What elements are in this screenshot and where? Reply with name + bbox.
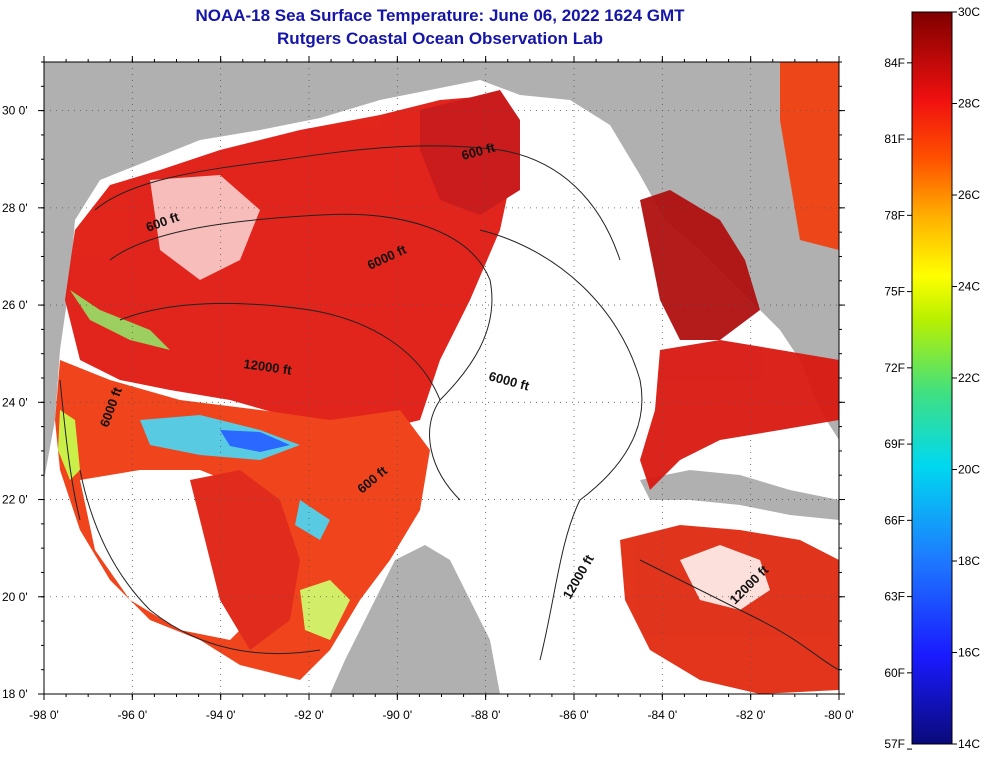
y-tick-label: 28 0' [2,201,28,215]
bathymetry-contours [59,145,839,671]
x-tick-label: -84 0' [648,708,678,722]
cuba-land [640,470,839,520]
map-subtitle: Rutgers Coastal Ocean Observation Lab [277,29,603,48]
x-tick-label: -98 0' [29,708,59,722]
colorbar-c-label: 16C [958,646,980,660]
colorbar-c-label: 28C [958,97,980,111]
colorbar-f-label: 81F [884,132,905,146]
yucatan-land [330,545,500,694]
colorbar-fahrenheit-labels: 84F 81F 78F 75F 72F 69F 66F 63F 60F 57F [884,56,912,751]
colorbar-c-label: 22C [958,371,980,385]
y-tick-label: 18 0' [2,687,28,701]
sst-patches [55,62,839,694]
colorbar-c-label: 18C [958,554,980,568]
colorbar-c-label: 20C [958,463,980,477]
x-tick-label: -90 0' [383,708,413,722]
colorbar-c-label: 26C [958,188,980,202]
y-tick-label: 24 0' [2,395,28,409]
map-title: NOAA-18 Sea Surface Temperature: June 06… [195,6,685,25]
colorbar-c-label: 30C [958,5,980,19]
x-tick-label: -92 0' [294,708,324,722]
colorbar-celsius-labels: 30C 28C 26C 24C 22C 20C 18C 16C 14C [952,5,980,751]
longitude-axis: -98 0' -96 0' -94 0' -92 0' -90 0' -88 0' -86 … [29,56,854,722]
y-tick-label: 30 0' [2,104,28,118]
y-tick-label: 26 0' [2,298,28,312]
latitude-axis: 30 0' 28 0' 26 0' 24 0' 22 0' 20 0' 18 0' [2,61,845,701]
x-tick-label: -82 0' [736,708,766,722]
colorbar-f-label: 84F [884,56,905,70]
y-tick-label: 20 0' [2,590,28,604]
colorbar-f-label: 60F [884,666,905,680]
x-tick-label: -88 0' [471,708,501,722]
colorbar-c-label: 24C [958,280,980,294]
colorbar-f-label: 78F [884,208,905,222]
colorbar [911,11,953,745]
colorbar-f-label: 57F [884,737,905,751]
grid [44,62,839,694]
colorbar-f-label: 72F [884,361,905,375]
colorbar-f-label: 66F [884,513,905,527]
colorbar-f-label: 63F [884,590,905,604]
x-tick-label: -94 0' [206,708,236,722]
y-tick-label: 22 0' [2,493,28,507]
colorbar-c-label: 14C [958,737,980,751]
x-tick-label: -86 0' [559,708,589,722]
colorbar-f-label: 69F [884,437,905,451]
x-tick-label: -80 0' [824,708,854,722]
x-tick-label: -96 0' [118,708,148,722]
contour-label: 12000 ft [243,356,294,378]
colorbar-f-label: 75F [884,285,905,299]
